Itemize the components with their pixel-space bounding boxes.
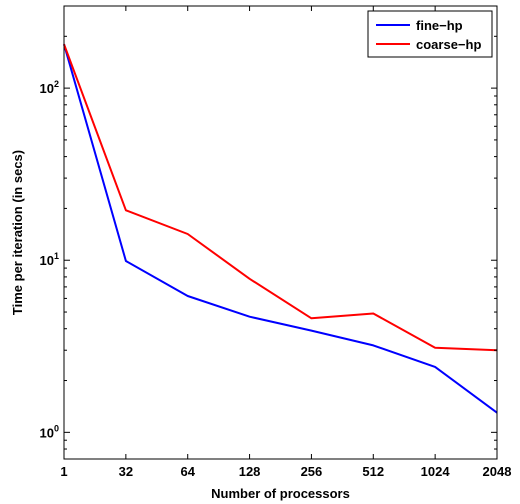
legend: fine−hp coarse−hp xyxy=(367,10,493,58)
y-axis-title: Time per iteration (in secs) xyxy=(10,150,25,315)
y-tick-label: 101 xyxy=(40,251,59,268)
x-axis-title: Number of processors xyxy=(211,486,350,501)
y-axis: 100 101 102 xyxy=(40,5,497,460)
x-tick-label: 2048 xyxy=(483,464,512,479)
series-line-fine-hp xyxy=(63,43,498,414)
plot-frame xyxy=(63,5,498,460)
x-tick-label: 1024 xyxy=(421,464,451,479)
x-tick-label: 128 xyxy=(239,464,261,479)
x-tick-label: 64 xyxy=(180,464,195,479)
x-tick-label: 512 xyxy=(362,464,384,479)
legend-label: fine−hp xyxy=(416,18,463,33)
x-tick-label: 1 xyxy=(60,464,67,479)
x-tick-label: 32 xyxy=(119,464,133,479)
legend-label: coarse−hp xyxy=(416,37,481,52)
x-tick-label: 256 xyxy=(301,464,323,479)
y-tick-label: 100 xyxy=(40,423,59,440)
legend-box xyxy=(367,10,493,58)
y-tick-label: 102 xyxy=(40,79,59,96)
x-axis: 1 32 64 128 256 512 1024 2048 xyxy=(60,6,511,479)
plot-area xyxy=(63,43,498,414)
series-line-coarse-hp xyxy=(63,43,498,352)
